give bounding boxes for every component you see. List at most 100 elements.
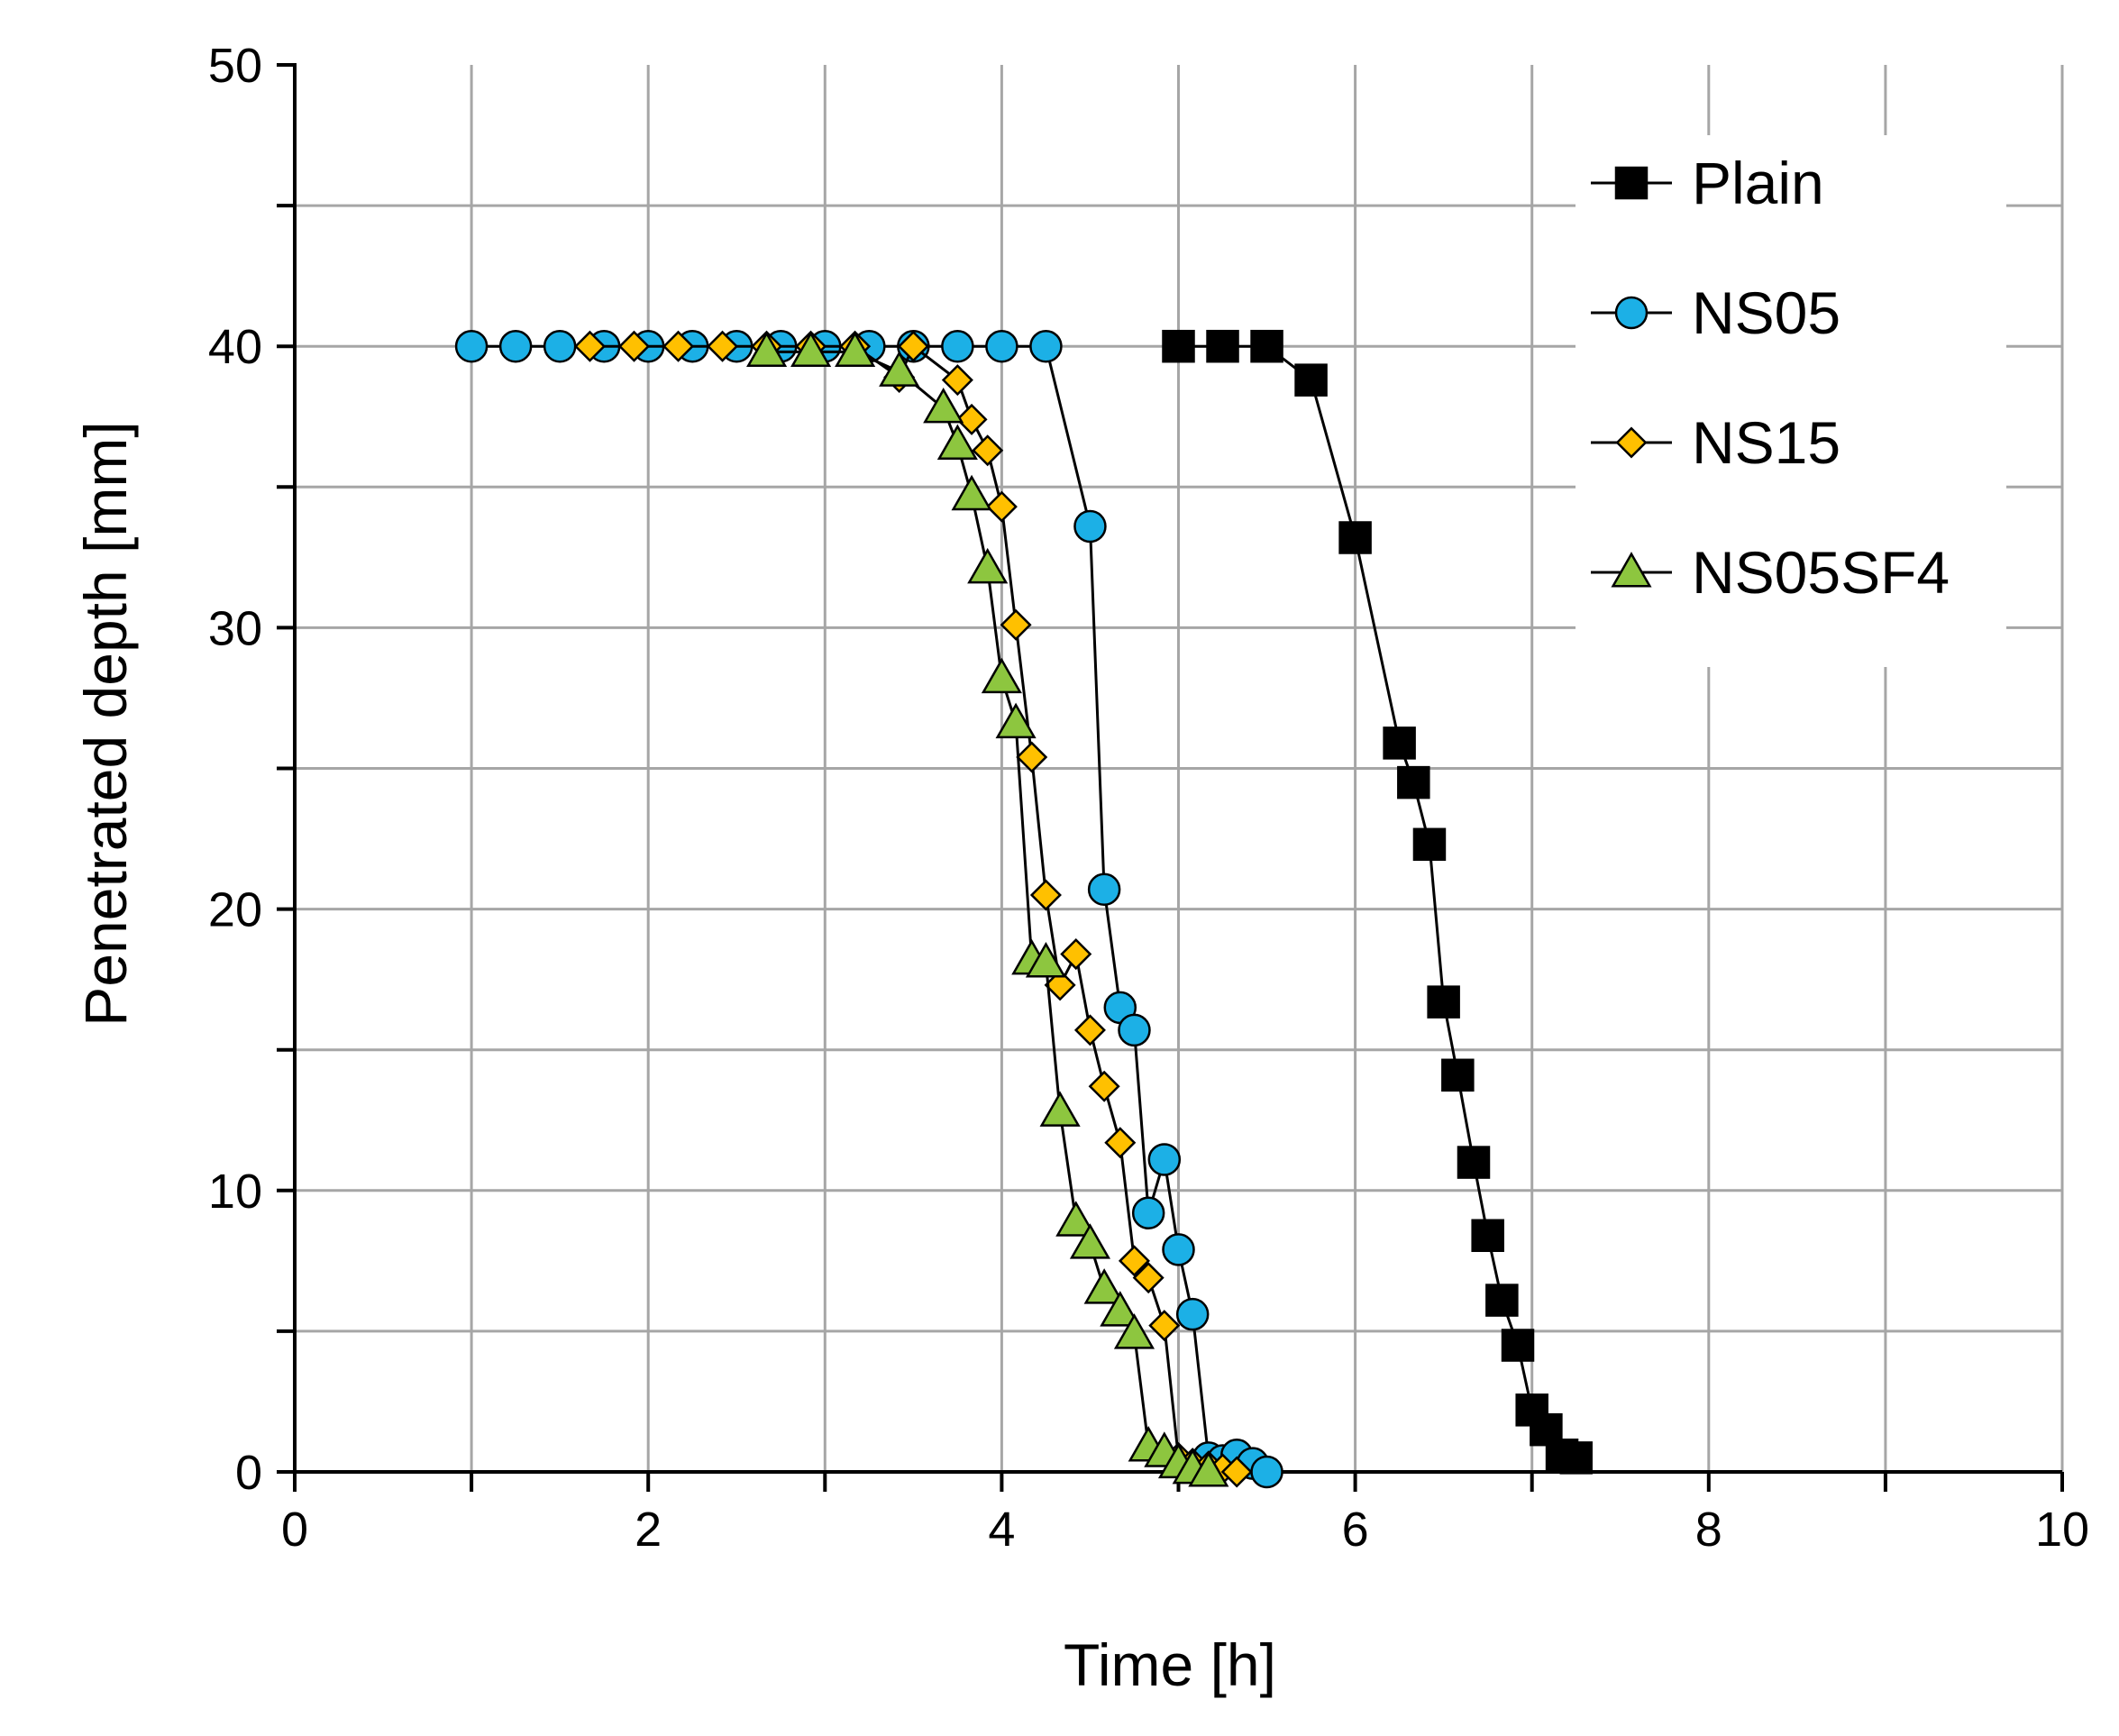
data-point-NS05 (1118, 1013, 1151, 1047)
data-point-Plain (1338, 521, 1372, 554)
y-tick-label: 0 (235, 1446, 262, 1500)
legend: Plain NS05 NS15 NS05SF4 (1576, 135, 2006, 667)
x-tick-label: 2 (635, 1503, 662, 1557)
data-point-NS15 (707, 330, 739, 362)
data-point-NS05SF4 (936, 424, 978, 461)
series-NS05SF4 (746, 331, 1229, 1487)
data-point-Plain (1471, 1219, 1504, 1253)
data-point-NS05SF4 (790, 331, 832, 367)
legend-label: NS15 (1692, 409, 1840, 476)
legend-item-NS05SF4: NS05SF4 (1591, 539, 1950, 606)
data-point-NS05 (941, 329, 974, 363)
data-point-NS05SF4 (1083, 1268, 1125, 1304)
legend-item-Plain: Plain (1591, 150, 1824, 216)
data-point-NS15 (1118, 1245, 1150, 1277)
data-point-NS05SF4 (923, 387, 964, 424)
data-point-NS05 (985, 329, 1018, 363)
data-point-NS05 (1175, 1297, 1210, 1331)
legend-label: NS05 (1692, 279, 1840, 346)
legend-marker-square (1614, 166, 1649, 200)
data-point-NS15 (573, 330, 607, 362)
y-tick-label: 40 (208, 320, 262, 374)
legend-label: Plain (1692, 150, 1824, 216)
tick-labels: 0 2 4 6 8 10 0 10 20 30 40 50 (208, 39, 2089, 1557)
data-point-NS05 (454, 329, 489, 363)
data-point-NS05 (1250, 1455, 1283, 1489)
data-point-NS05SF4 (879, 351, 920, 387)
data-point-NS05SF4 (981, 657, 1022, 694)
y-tick-label: 50 (208, 39, 262, 93)
data-point-NS15 (617, 330, 651, 362)
data-point-NS15 (1220, 1456, 1253, 1488)
data-point-Plain (1412, 827, 1447, 862)
data-point-NS15 (1073, 1014, 1106, 1046)
data-point-Plain (1397, 765, 1430, 799)
y-tick-label: 30 (208, 601, 262, 655)
legend-item-NS05: NS05 (1591, 279, 1840, 346)
legend-label: NS05SF4 (1692, 539, 1950, 606)
data-point-NS15 (1104, 1127, 1137, 1159)
data-point-NS05SF4 (951, 474, 992, 511)
y-tick-label: 10 (208, 1165, 262, 1219)
data-point-NS15 (985, 490, 1018, 523)
data-series (454, 329, 1593, 1489)
legend-marker-diamond (1615, 426, 1648, 459)
data-point-NS15 (955, 403, 988, 435)
data-point-Plain (1485, 1284, 1519, 1317)
data-point-NS15 (1000, 608, 1032, 641)
data-point-NS05 (1131, 1196, 1165, 1230)
data-point-NS15 (1016, 741, 1048, 773)
data-point-NS05 (543, 329, 577, 363)
y-tick-label: 20 (208, 883, 262, 937)
legend-marker-triangle (1611, 552, 1652, 588)
data-point-NS15 (972, 434, 1004, 467)
data-point-NS05SF4 (967, 547, 1009, 584)
data-point-Plain (1441, 1058, 1475, 1092)
data-point-Plain (1294, 363, 1328, 397)
data-point-Plain (1457, 1146, 1491, 1179)
data-point-NS15 (1029, 879, 1062, 911)
data-point-NS05SF4 (1069, 1223, 1111, 1259)
data-point-Plain (1250, 329, 1283, 363)
data-point-NS05SF4 (1113, 1313, 1155, 1349)
x-tick-label: 8 (1695, 1503, 1722, 1557)
data-point-NS15 (897, 330, 929, 362)
data-point-NS15 (1088, 1070, 1120, 1102)
data-point-NS05SF4 (1100, 1291, 1141, 1327)
data-point-NS05 (1147, 1143, 1182, 1176)
data-point-NS15 (662, 330, 695, 362)
x-tick-label: 4 (988, 1503, 1015, 1557)
data-point-NS05 (1087, 873, 1121, 906)
data-point-NS05SF4 (1025, 941, 1066, 978)
data-point-NS15 (1044, 969, 1076, 1001)
data-point-NS15 (1148, 1310, 1181, 1342)
data-point-NS05 (1073, 509, 1107, 544)
data-point-NS05SF4 (1188, 1451, 1229, 1487)
x-tick-label: 6 (1342, 1503, 1369, 1557)
x-tick-label: 0 (281, 1503, 308, 1557)
data-point-NS15 (1060, 938, 1092, 971)
data-point-NS15 (1132, 1262, 1165, 1294)
x-axis-title: Time [h] (1064, 1631, 1276, 1698)
data-point-Plain (1427, 985, 1460, 1019)
data-point-Plain (1559, 1441, 1593, 1475)
data-point-NS05 (498, 329, 533, 363)
legend-marker-circle (1614, 296, 1649, 330)
data-point-Plain (1162, 329, 1195, 363)
data-point-NS05SF4 (746, 331, 788, 367)
data-point-NS05 (1162, 1233, 1195, 1266)
data-point-Plain (1383, 726, 1416, 760)
data-point-Plain (1206, 329, 1239, 363)
x-tick-label: 10 (2035, 1503, 2089, 1557)
data-point-NS05SF4 (995, 702, 1037, 739)
y-axis-title: Penetrated depth [mm] (72, 421, 139, 1026)
data-point-NS05SF4 (835, 331, 876, 367)
series-Plain (1162, 329, 1593, 1475)
data-point-NS05SF4 (1055, 1201, 1097, 1237)
data-point-Plain (1501, 1329, 1535, 1362)
legend-box (1576, 135, 2006, 667)
data-point-NS15 (941, 364, 973, 397)
legend-item-NS15: NS15 (1591, 409, 1840, 476)
data-point-NS05SF4 (1039, 1091, 1081, 1127)
